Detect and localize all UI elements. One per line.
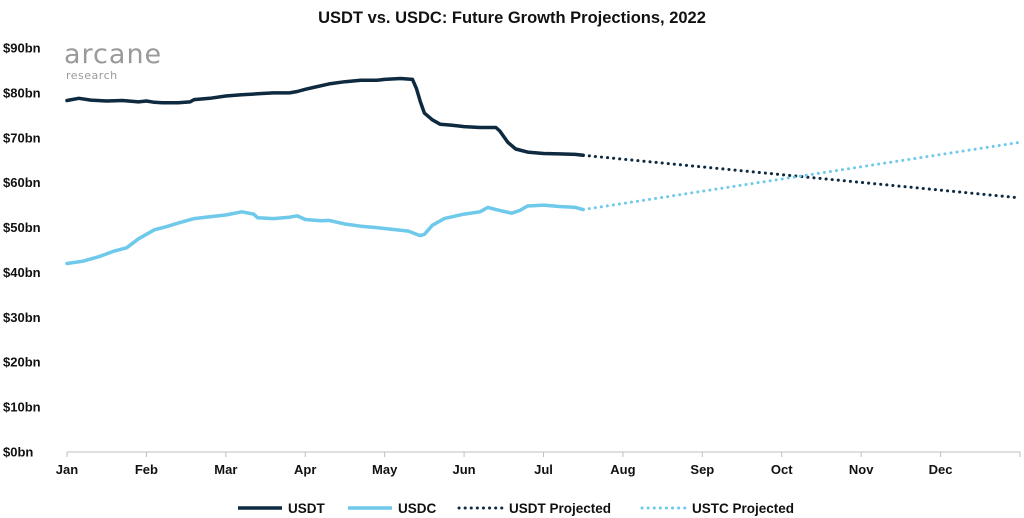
y-tick-label: $60bn — [3, 175, 41, 190]
x-tick-label: Jun — [453, 462, 476, 477]
x-tick-label: Jul — [534, 462, 553, 477]
x-tick-label: Jan — [56, 462, 78, 477]
series-line-ustc-projected — [581, 140, 1022, 212]
y-tick-label: $0bn — [3, 445, 33, 460]
y-tick-label: $50bn — [3, 220, 41, 235]
x-tick-label: Aug — [610, 462, 635, 477]
series-line-usdt — [65, 76, 585, 158]
series-layer — [65, 76, 1022, 266]
legend-label: USDC — [398, 501, 437, 516]
y-tick-label: $30bn — [3, 310, 41, 325]
y-tick-label: $80bn — [3, 85, 41, 100]
x-tick-label: Oct — [771, 462, 793, 477]
x-tick-label: Dec — [929, 462, 953, 477]
logo-tagline: research — [66, 69, 118, 82]
y-axis: $0bn $10bn $20bn $30bn $40bn $50bn $60bn $70bn $… — [3, 41, 41, 460]
x-tick-label: Feb — [135, 462, 158, 477]
y-tick-label: $10bn — [3, 400, 41, 415]
x-tick-label: Mar — [214, 462, 237, 477]
y-tick-label: $90bn — [3, 41, 41, 56]
x-tick-label: Apr — [294, 462, 316, 477]
x-tick-label: May — [372, 462, 398, 477]
x-tick-label: Nov — [849, 462, 874, 477]
chart-title: USDT vs. USDC: Future Growth Projections… — [318, 9, 706, 27]
logo: arcane research — [64, 39, 162, 82]
logo-name: arcane — [64, 39, 162, 70]
legend-label: USDT — [288, 501, 326, 516]
y-tick-label: $20bn — [3, 355, 41, 370]
legend: USDT USDC USDT Projected USTC Projected — [238, 501, 794, 516]
legend-label: USDT Projected — [509, 501, 611, 516]
x-tick-label: Sep — [690, 462, 714, 477]
y-tick-label: $70bn — [3, 130, 41, 145]
y-tick-label: $40bn — [3, 265, 41, 280]
legend-label: USTC Projected — [692, 501, 794, 516]
x-axis: Jan Feb Mar Apr May Jun Jul Aug Sep Oct Nov Dec — [56, 451, 1021, 477]
series-line-usdc — [65, 203, 585, 266]
